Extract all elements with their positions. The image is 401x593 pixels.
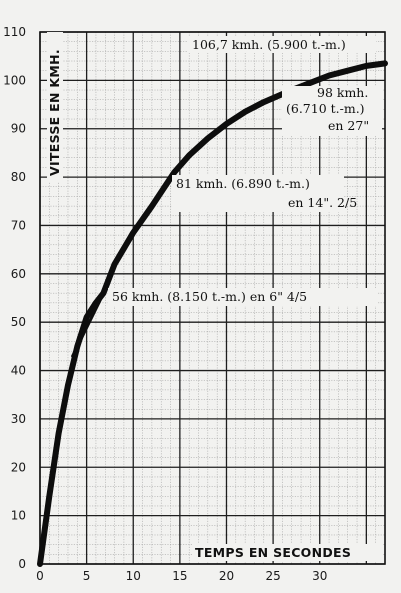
annotation-27s-line1: 98 kmh. (317, 85, 368, 100)
data-point (365, 65, 368, 67)
data-point (67, 384, 69, 386)
data-point (57, 432, 60, 435)
x-tick-label: 25 (265, 569, 280, 583)
annotation-14s-line1: 81 kmh. (6.890 t.-m.) (176, 176, 310, 191)
y-tick-label: 70 (11, 218, 26, 232)
y-tick-label: 0 (18, 557, 26, 571)
data-point (384, 62, 386, 65)
annotation-max-speed-line1: 106,7 kmh. (5.900 t.-m.) (192, 37, 346, 52)
data-point (85, 316, 88, 319)
plot-frame (39, 31, 386, 565)
data-point (328, 74, 330, 77)
annotation-27s: 98 kmh. (6.710 t.-m.) en 27" (282, 85, 382, 136)
svg-text:VITESSE EN KMH.: VITESSE EN KMH. (47, 49, 62, 176)
data-point (151, 205, 153, 207)
x-tick-label: 10 (126, 569, 141, 583)
y-axis-label: VITESSE EN KMH. (47, 32, 63, 182)
y-tick-label: 60 (11, 267, 26, 281)
y-tick-label: 10 (11, 509, 26, 523)
tangent-segment (71, 284, 109, 358)
y-tick-label: 20 (11, 460, 26, 474)
y-tick-label: 30 (11, 412, 26, 426)
data-point (207, 137, 209, 140)
data-point (113, 263, 116, 265)
annotation-14s: 81 kmh. (6.890 t.-m.) en 14". 2/5 (172, 175, 357, 212)
y-tick-label: 80 (11, 170, 26, 184)
annotation-27s-line2: (6.710 t.-m.) (286, 101, 365, 116)
data-point (102, 292, 105, 294)
y-tick-label: 100 (3, 73, 26, 87)
y-tick-labels: 0 10 20 30 40 50 60 70 80 90 100 110 (3, 25, 26, 571)
data-point (188, 154, 190, 157)
x-tick-label: 15 (172, 569, 187, 583)
data-point (346, 69, 349, 72)
data-point (262, 101, 265, 103)
curve-layer (37, 60, 388, 567)
x-tick-label: 5 (83, 569, 91, 583)
x-tick-labels: 0 5 10 15 20 25 30 (36, 569, 327, 583)
data-point (132, 231, 135, 234)
data-point (225, 123, 228, 125)
y-tick-label: 90 (11, 122, 26, 136)
annotation-27s-line3: en 27" (328, 118, 369, 133)
svg-text:TEMPS EN SECONDES: TEMPS EN SECONDES (195, 545, 351, 560)
data-point (244, 111, 246, 113)
data-point (309, 81, 312, 84)
data-point (173, 171, 176, 174)
y-tick-label: 40 (11, 364, 26, 378)
data-point (39, 563, 41, 565)
annotation-14s-line2: en 14". 2/5 (288, 195, 357, 210)
data-point (48, 495, 51, 498)
y-tick-label: 110 (3, 25, 26, 39)
annotation-6s-line1: 56 kmh. (8.150 t.-m.) en 6" 4/5 (112, 289, 307, 304)
annotation-max-speed: 106,7 kmh. (5.900 t.-m.) (188, 36, 376, 53)
y-tick-label: 50 (11, 315, 26, 329)
x-tick-label: 30 (312, 569, 327, 583)
x-tick-label: 20 (219, 569, 234, 583)
data-point (76, 345, 79, 348)
x-tick-label: 0 (36, 569, 44, 583)
data-point (95, 302, 97, 304)
x-axis-label: TEMPS EN SECONDES (192, 544, 382, 561)
annotation-6s: 56 kmh. (8.150 t.-m.) en 6" 4/5 (108, 288, 378, 306)
